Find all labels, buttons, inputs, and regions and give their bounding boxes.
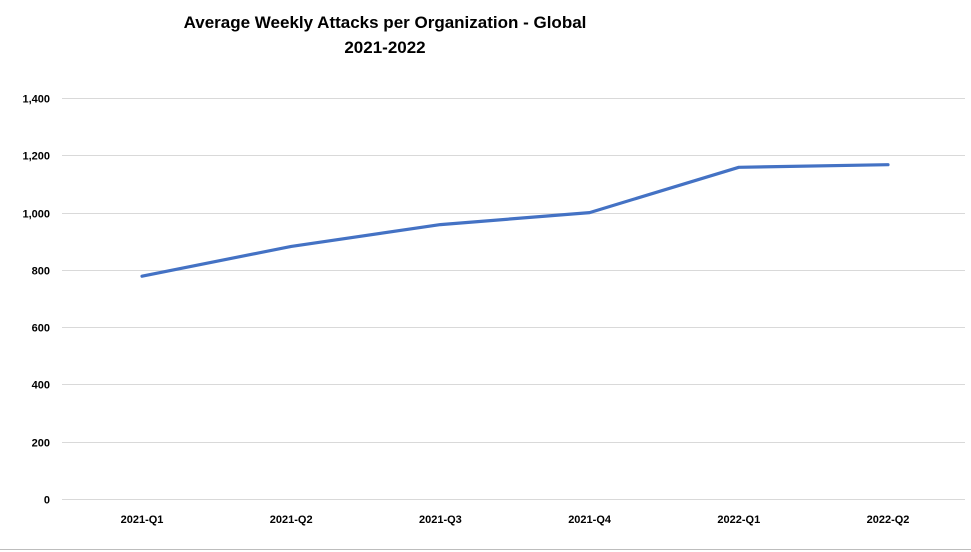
y-tick-label: 1,400: [22, 94, 50, 106]
x-tick-label: 2021-Q1: [121, 514, 164, 526]
y-tick-label: 200: [32, 438, 50, 450]
series-line-0: [140, 163, 890, 278]
chart-subtitle: 2021-2022: [344, 38, 426, 57]
y-tick-label: 1,000: [22, 209, 50, 221]
x-axis-tick-labels: 2021-Q1 2021-Q2 2021-Q3 2021-Q4 2022-Q1 2022-…: [121, 514, 910, 526]
y-tick-label: 1,200: [22, 151, 50, 163]
x-tick-label: 2021-Q3: [419, 514, 462, 526]
y-axis-tick-labels: 0 200 400 600 800 1,000 1,200 1,400: [22, 94, 50, 507]
x-tick-label: 2022-Q1: [717, 514, 760, 526]
bottom-divider: [0, 549, 971, 550]
y-tick-label: 800: [32, 266, 50, 278]
gridlines: [62, 98, 965, 500]
y-tick-label: 600: [32, 323, 50, 335]
series-lines: [140, 163, 890, 278]
y-tick-label: 400: [32, 380, 50, 392]
chart-title: Average Weekly Attacks per Organization …: [183, 13, 587, 32]
x-tick-label: 2021-Q2: [270, 514, 313, 526]
y-tick-label: 0: [44, 495, 50, 507]
x-tick-label: 2022-Q2: [867, 514, 910, 526]
x-tick-label: 2021-Q4: [568, 514, 612, 526]
